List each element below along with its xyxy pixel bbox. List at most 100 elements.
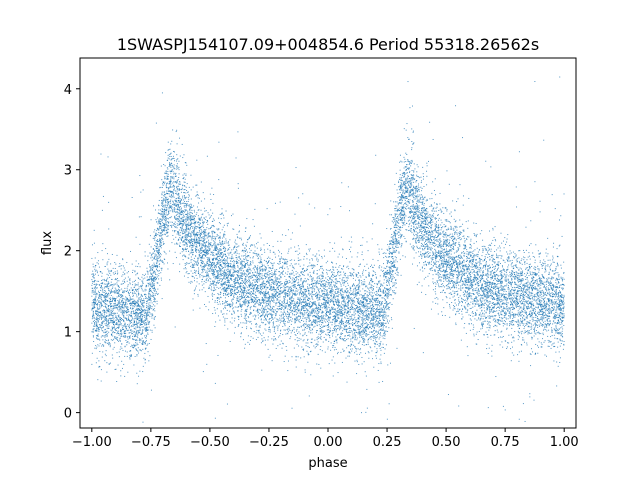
data-point	[145, 312, 147, 313]
data-point	[133, 332, 135, 334]
data-point	[223, 274, 225, 276]
data-point	[347, 297, 349, 299]
data-point	[523, 306, 525, 308]
data-point	[506, 304, 508, 306]
data-point	[371, 313, 373, 315]
data-point	[153, 264, 155, 266]
data-point	[252, 252, 254, 254]
data-point	[144, 329, 146, 331]
data-point	[214, 232, 216, 234]
data-point	[321, 256, 323, 257]
data-point	[285, 283, 287, 285]
data-point	[126, 314, 128, 316]
data-point	[559, 303, 561, 305]
data-point	[144, 316, 146, 318]
data-point	[173, 151, 175, 153]
data-point	[98, 296, 100, 298]
data-point	[288, 304, 290, 306]
data-point	[220, 253, 222, 255]
data-point	[373, 327, 375, 329]
data-point	[381, 325, 382, 327]
data-point	[129, 283, 131, 285]
data-point	[147, 279, 149, 281]
data-point	[363, 331, 365, 333]
data-point	[118, 308, 120, 310]
data-point	[251, 296, 253, 298]
data-point	[341, 322, 343, 324]
data-point	[154, 316, 156, 318]
data-point	[400, 178, 402, 180]
data-point	[535, 333, 537, 335]
data-point	[306, 269, 308, 271]
data-point	[119, 319, 121, 321]
data-point	[151, 317, 153, 319]
data-point	[129, 358, 131, 360]
data-point	[133, 300, 135, 302]
data-point	[289, 292, 291, 294]
data-point	[186, 243, 188, 245]
data-point	[272, 310, 274, 312]
data-point	[446, 288, 448, 290]
data-point	[179, 203, 181, 205]
data-point	[347, 295, 349, 297]
data-point	[140, 324, 142, 326]
data-point	[553, 270, 555, 272]
data-point	[250, 327, 252, 329]
data-point	[482, 318, 484, 320]
data-point	[245, 317, 247, 319]
data-point	[518, 279, 520, 281]
data-point	[407, 160, 409, 162]
data-point	[147, 343, 149, 345]
data-point	[277, 285, 279, 287]
data-point	[361, 333, 363, 335]
data-point	[356, 311, 358, 313]
data-point	[241, 264, 243, 266]
data-point	[521, 344, 523, 346]
data-point	[411, 105, 413, 107]
data-point	[391, 270, 393, 272]
data-point	[325, 313, 327, 315]
data-point	[359, 325, 361, 327]
data-point	[417, 232, 419, 234]
data-point	[177, 206, 179, 208]
data-point	[236, 297, 238, 299]
data-point	[524, 420, 526, 422]
data-point	[142, 421, 144, 423]
data-point	[122, 295, 124, 297]
data-point	[189, 224, 191, 226]
data-point	[487, 256, 489, 258]
data-point	[148, 292, 150, 294]
data-point	[392, 263, 394, 265]
data-point	[293, 266, 295, 268]
data-point	[511, 286, 513, 288]
data-point	[239, 261, 241, 263]
data-point	[372, 295, 374, 297]
data-point	[269, 296, 271, 298]
data-point	[241, 263, 243, 265]
data-point	[293, 327, 295, 329]
data-point	[498, 283, 500, 285]
data-point	[467, 294, 469, 296]
data-point	[197, 194, 199, 196]
data-point	[401, 188, 403, 190]
data-point	[435, 231, 437, 233]
data-point	[520, 260, 522, 262]
data-point	[284, 301, 285, 303]
data-point	[248, 296, 250, 298]
data-point	[514, 277, 516, 279]
data-point	[456, 262, 458, 264]
data-point	[290, 316, 292, 318]
data-point	[537, 326, 539, 328]
data-point	[255, 253, 257, 255]
data-point	[185, 268, 187, 270]
data-point	[158, 205, 160, 207]
data-point	[187, 241, 189, 243]
data-point	[261, 261, 263, 263]
data-point	[296, 303, 298, 305]
data-point	[236, 288, 238, 290]
data-point	[205, 265, 207, 267]
data-point	[98, 305, 100, 307]
data-point	[167, 188, 169, 190]
data-point	[370, 336, 372, 338]
data-point	[115, 336, 117, 338]
